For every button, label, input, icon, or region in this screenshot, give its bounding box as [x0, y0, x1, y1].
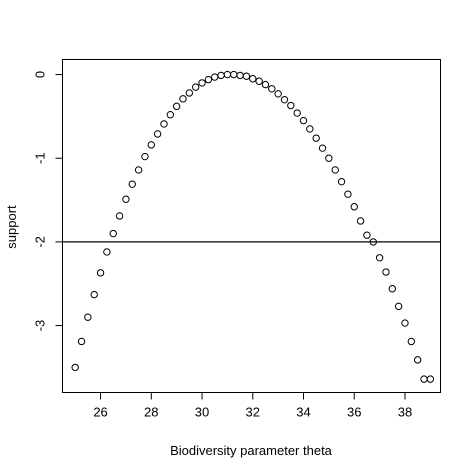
- data-point: [134, 166, 143, 174]
- data-point: [96, 269, 105, 277]
- data-point: [318, 144, 327, 152]
- data-point: [204, 75, 213, 84]
- data-point: [230, 70, 238, 79]
- data-point: [115, 212, 124, 220]
- data-point: [420, 375, 428, 383]
- data-point: [268, 85, 276, 93]
- plot-frame: [62, 59, 441, 393]
- data-point: [198, 79, 206, 87]
- data-point: [356, 217, 365, 225]
- data-point: [274, 90, 282, 98]
- y-axis-title: support: [4, 205, 19, 249]
- data-point: [388, 285, 396, 293]
- data-point: [160, 120, 168, 128]
- data-point: [261, 80, 270, 89]
- data-point: [236, 71, 244, 80]
- data-point: [331, 166, 339, 174]
- data-point: [128, 180, 136, 188]
- data-point: [217, 71, 225, 80]
- data-point: [109, 229, 117, 238]
- x-tick-label: 30: [195, 405, 209, 420]
- y-tick-label: -1: [33, 152, 48, 164]
- data-point: [122, 195, 130, 203]
- data-point: [287, 101, 295, 110]
- y-tick-label: -2: [33, 236, 48, 248]
- data-point: [363, 231, 371, 239]
- x-tick-label: 28: [144, 405, 158, 420]
- data-point: [413, 356, 422, 364]
- data-point: [249, 75, 257, 83]
- data-point: [211, 73, 219, 81]
- data-point: [166, 111, 175, 119]
- x-tick-label: 36: [347, 405, 361, 420]
- y-tick-label: -3: [33, 320, 48, 332]
- x-tick-label: 26: [93, 405, 107, 420]
- x-axis: 26 28 30 32 34 36 38: [93, 392, 412, 420]
- data-point: [185, 89, 194, 97]
- data-point: [293, 109, 301, 117]
- y-tick-label: 0: [33, 71, 48, 78]
- data-point: [325, 154, 333, 162]
- data-point: [312, 134, 320, 142]
- data-point: [306, 125, 314, 133]
- data-point: [84, 313, 92, 321]
- data-point: [179, 95, 187, 103]
- data-point: [426, 375, 435, 383]
- data-point: [141, 152, 149, 161]
- x-axis-title: Biodiversity parameter theta: [170, 443, 333, 458]
- data-point: [337, 177, 346, 186]
- data-point: [344, 190, 352, 198]
- data-point: [77, 337, 86, 346]
- data-point: [369, 238, 377, 246]
- data-point: [147, 141, 155, 149]
- data-point: [153, 130, 162, 138]
- data-point: [407, 337, 416, 346]
- data-point: [350, 203, 358, 211]
- data-point: [299, 116, 308, 125]
- data-point: [255, 77, 263, 85]
- data-points: [71, 70, 435, 383]
- data-point: [401, 319, 409, 327]
- data-point: [103, 248, 111, 256]
- data-point: [90, 290, 98, 299]
- data-point: [191, 83, 200, 91]
- data-point: [280, 95, 289, 104]
- x-tick-label: 32: [246, 405, 260, 420]
- data-point: [71, 363, 79, 372]
- data-point: [375, 254, 384, 262]
- x-tick-label: 38: [398, 405, 412, 420]
- data-point: [223, 70, 232, 79]
- data-point: [382, 268, 390, 276]
- y-axis: 0 -1 -2 -3: [33, 71, 63, 331]
- data-point: [242, 72, 251, 80]
- data-point: [394, 302, 403, 311]
- x-tick-label: 34: [296, 405, 310, 420]
- data-point: [172, 102, 181, 111]
